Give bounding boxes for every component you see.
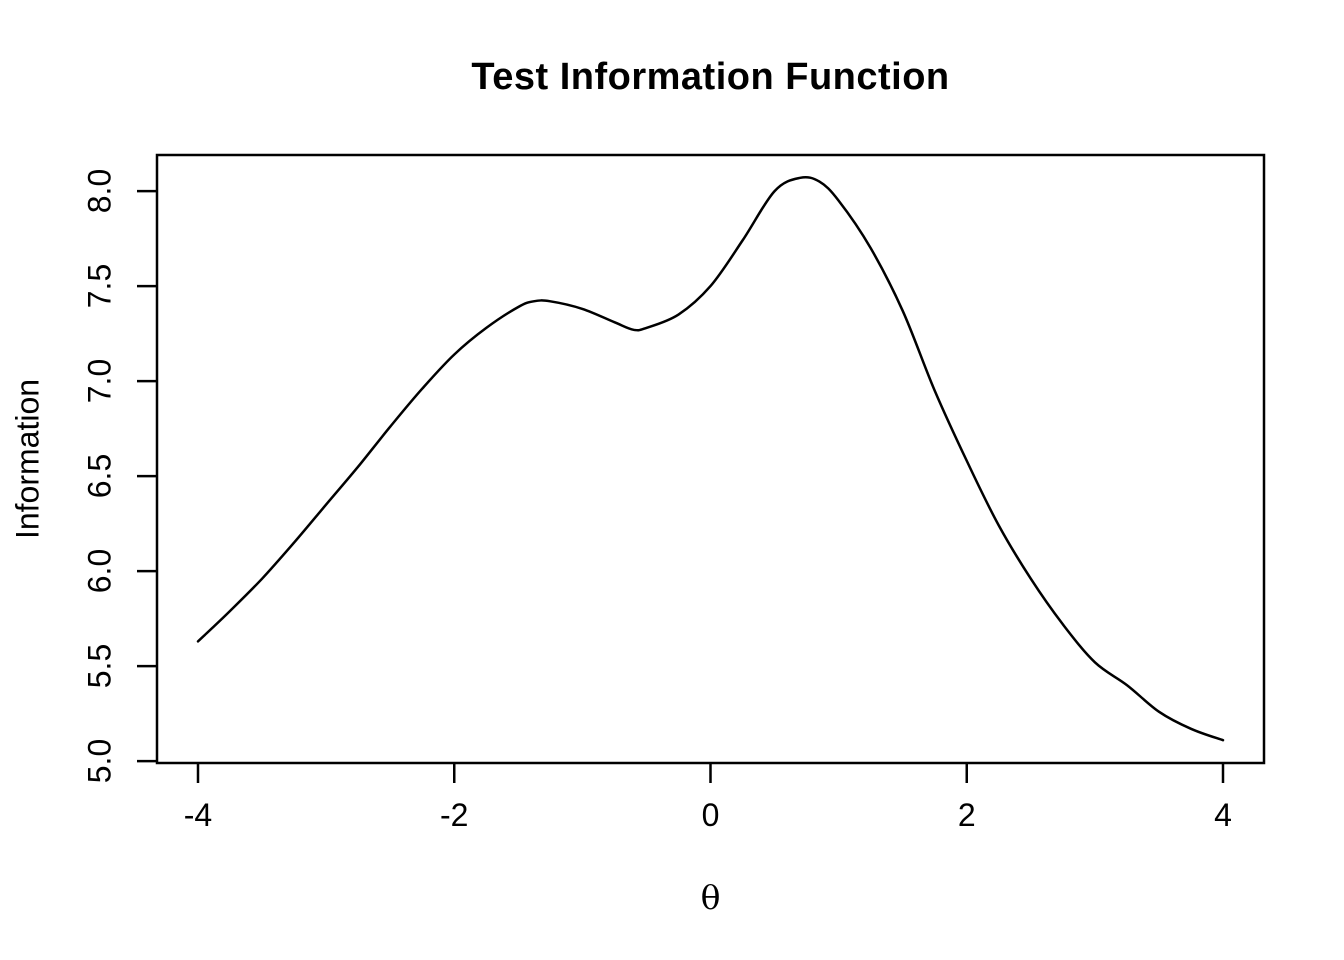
- y-tick-label: 5.5: [81, 643, 118, 689]
- x-axis-label: θ: [700, 878, 721, 917]
- y-tick-label: 7.0: [81, 358, 118, 404]
- plot-box: [155, 153, 1266, 765]
- chart-title: Test Information Function: [471, 56, 950, 98]
- x-tick-label: 0: [701, 797, 720, 833]
- information-curve: [196, 175, 1225, 742]
- y-tick-label: 6.5: [81, 453, 118, 499]
- y-tick-label: 5.0: [81, 738, 118, 784]
- y-tick-label: 7.5: [81, 263, 118, 309]
- x-tick-label: -4: [183, 797, 213, 833]
- y-tick-label: 6.0: [81, 548, 118, 594]
- x-tick-label: 2: [957, 797, 976, 833]
- x-tick-label: 4: [1214, 797, 1232, 833]
- x-tick-label: -2: [440, 797, 469, 833]
- y-tick-label: 8.0: [81, 168, 118, 214]
